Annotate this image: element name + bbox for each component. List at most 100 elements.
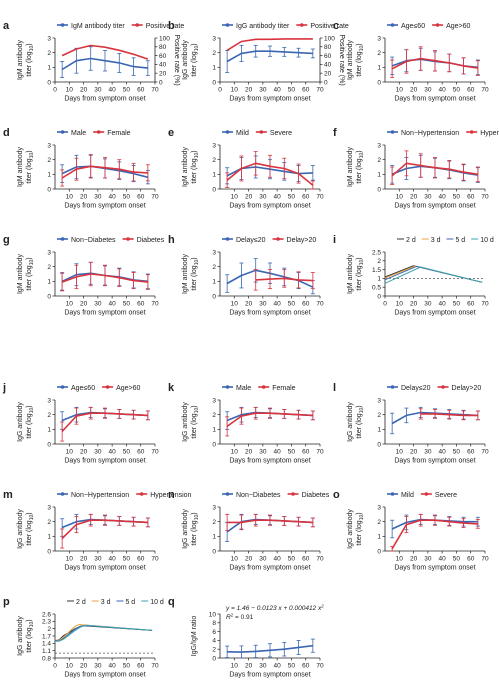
x-tick-label: 50 <box>288 194 296 201</box>
y-label-subscript: 10 <box>359 260 365 266</box>
series-Diabetes <box>225 513 315 531</box>
y-axis-label-line2: titer (log10) <box>191 257 200 290</box>
panel-letter: e <box>168 127 174 139</box>
y-label-subscript: 10 <box>194 515 200 521</box>
y-tick-label: 3 <box>212 397 216 404</box>
x-tick-label: 20 <box>245 556 253 563</box>
x-axis-label: Days from symptom onset <box>64 565 145 572</box>
axes: 0 1 2 3 10 20 30 40 50 60 70 Days from symptom onse… <box>182 249 324 316</box>
legend-marker <box>60 237 65 241</box>
y-tick-label: 8 <box>212 620 216 627</box>
x-axis-label: Days from symptom onset <box>229 458 310 465</box>
x-axis-label: Days from symptom onset <box>64 310 145 317</box>
x-axis-label: Days from symptom onset <box>229 310 310 317</box>
x-tick-label: 70 <box>316 194 324 201</box>
x-tick-label: 40 <box>109 449 117 456</box>
series-Positive rate <box>226 38 313 51</box>
y2-axis-label-text: Positive rate (%) <box>173 34 180 85</box>
y2-tick-label: 0 <box>159 79 163 86</box>
legend-label: 3 d <box>431 237 441 244</box>
r-squared-value: = 0.91 <box>233 614 253 621</box>
x-axis-label: Days from symptom onset <box>394 310 475 317</box>
panel-letter: p <box>3 596 10 608</box>
y-label-base: titer (log <box>191 158 198 183</box>
legend: Age≤60 Age>60 <box>387 23 471 30</box>
y-axis-label-line2: titer (log10) <box>26 43 35 76</box>
x-tick-label: 20 <box>80 449 88 456</box>
x-tick-label: 0 <box>218 87 222 94</box>
y-axis-label-line1: IgM antibody <box>17 39 24 80</box>
x-axis-label: Days from symptom onset <box>229 672 310 679</box>
legend-label: 5 d <box>125 599 135 606</box>
series-line <box>384 265 483 283</box>
y-tick-label: 0 <box>212 548 216 555</box>
legend-label: Non−Diabetes <box>236 492 281 499</box>
legend-marker <box>60 130 65 134</box>
y-tick-label: 2 <box>377 519 381 526</box>
panel-k: k Male Female 0 1 2 3 10 20 30 40 50 60 70 Days from s… <box>168 382 324 465</box>
y-tick-label: 6 <box>212 629 216 636</box>
series-5 d <box>384 265 483 283</box>
y-axis-label-line2: titer (log10) <box>26 257 35 290</box>
legend-label: Hypertension <box>480 130 499 137</box>
r-squared-exponent: 2 <box>231 613 234 618</box>
x-tick-label: 40 <box>109 87 117 94</box>
y-tick-label: 0 <box>47 79 51 86</box>
x-tick-label: 50 <box>288 87 296 94</box>
y-tick-label: 0.8 <box>42 655 51 662</box>
y-label-subscript: 10 <box>194 46 200 52</box>
x-tick-label: 70 <box>316 663 324 670</box>
y-axis-label: IgM antibody titer (log10) <box>347 39 365 80</box>
y-label-close: ) <box>191 512 198 514</box>
x-tick-label: 30 <box>259 663 267 670</box>
y-tick-label: 3 <box>377 397 381 404</box>
series-Delay>20 <box>418 408 480 421</box>
legend-marker <box>276 237 280 241</box>
y-tick-label: 3 <box>47 397 51 404</box>
x-tick-label: 60 <box>302 449 310 456</box>
y-label-subscript: 10 <box>194 153 200 159</box>
series-line <box>226 38 313 51</box>
x-tick-label: 60 <box>137 87 145 94</box>
x-tick-label: 70 <box>316 449 324 456</box>
y2-tick-label: 100 <box>324 35 335 42</box>
y-label-base: titer (log <box>191 520 198 545</box>
y-label-subscript: 10 <box>29 260 35 266</box>
legend-label: Age≤60 <box>401 23 425 30</box>
y-tick-label: 1 <box>212 534 216 541</box>
x-tick-label: 70 <box>316 556 324 563</box>
axes: 0 1 2 3 10 20 30 40 50 60 70 Days from symptom onse… <box>182 142 324 209</box>
x-tick-label: 0 <box>53 87 57 94</box>
y-tick-label: 3 <box>212 504 216 511</box>
y-tick-label: 2 <box>47 157 51 164</box>
y-tick-label: 3 <box>377 504 381 511</box>
y-tick-label: 1 <box>377 172 381 179</box>
x-tick-label: 40 <box>109 556 117 563</box>
y-axis-label-line2: titer (log10) <box>191 43 200 76</box>
series-Diabetes <box>60 261 150 292</box>
y2-tick-label: 80 <box>324 44 332 51</box>
x-tick-label: 20 <box>410 87 418 94</box>
x-tick-label: 20 <box>410 556 418 563</box>
y-tick-label: 1 <box>47 65 51 72</box>
axes: 0 1 2 3 10 20 30 40 50 60 70 Days from symptom onse… <box>347 142 489 209</box>
y-axis-label-line2: titer (log10) <box>26 405 35 438</box>
x-tick-label: 10 <box>396 449 404 456</box>
x-tick-label: 40 <box>109 194 117 201</box>
y-axis-label: IgM antibody titer (log10) <box>182 146 200 187</box>
x-tick-label: 50 <box>123 87 131 94</box>
x-tick-label: 20 <box>410 301 418 308</box>
x-axis-label: Days from symptom onset <box>394 565 475 572</box>
y-label-subscript: 10 <box>359 153 365 159</box>
x-tick-label: 70 <box>151 87 159 94</box>
x-tick-label: 40 <box>439 449 447 456</box>
y-axis-label-line1: IgM antibody <box>347 253 354 294</box>
y-axis-label: IgG antibody titer (log10) <box>182 402 200 442</box>
fit-equation-exponent: 2 <box>320 604 324 609</box>
y-tick-label: 2 <box>377 412 381 419</box>
y-tick-label: 1 <box>47 279 51 286</box>
x-tick-label: 60 <box>137 301 145 308</box>
